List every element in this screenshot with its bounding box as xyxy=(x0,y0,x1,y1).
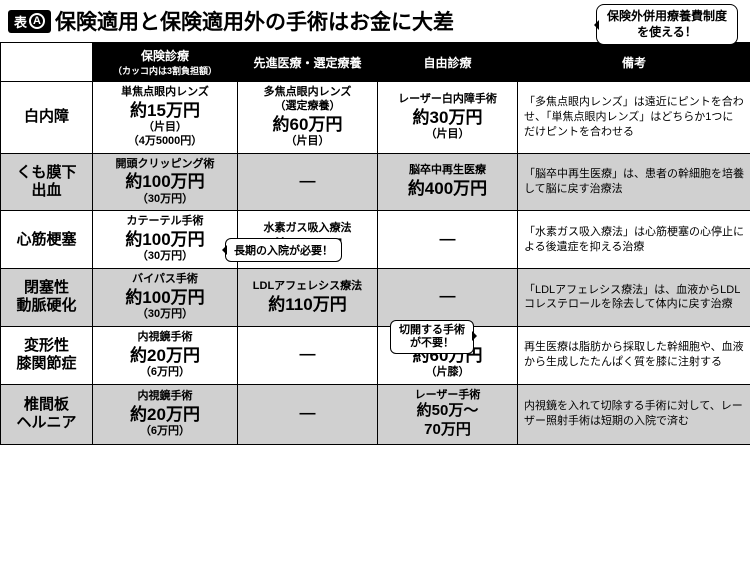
header-callout: 保険外併用療養費制度を使える！ xyxy=(596,4,738,45)
cell-note: 「水素ガス吸入療法」は心筋梗塞の心停止による後遺症を抑える治療 xyxy=(518,211,750,269)
table-header-row: 保険診療（カッコ内は3割負担額） 先進医療・選定療養 自由診療 備考 xyxy=(1,43,750,82)
cell-advanced: — xyxy=(238,384,378,444)
cell-free: — xyxy=(378,211,518,269)
cell-note: 「LDLアフェレシス療法」は、血液からLDLコレステロールを除去して体内に戻す治… xyxy=(518,269,750,327)
callout-no-incision: 切開する手術が不要！ xyxy=(390,320,474,354)
col-blank xyxy=(1,43,93,82)
cell-free: レーザー白内障手術約30万円（片目） xyxy=(378,82,518,154)
col-insured: 保険診療（カッコ内は3割負担額） xyxy=(93,43,238,82)
col-advanced: 先進医療・選定療養 xyxy=(238,43,378,82)
col-free: 自由診療 xyxy=(378,43,518,82)
cell-free: レーザー手術約50万〜70万円 xyxy=(378,384,518,444)
cell-free: — xyxy=(378,269,518,327)
row-name: 心筋梗塞 xyxy=(1,211,93,269)
table-row: 変形性膝関節症 内視鏡手術約20万円（6万円） — 再生医療約60万円（片膝） … xyxy=(1,326,750,384)
cell-note: 内視鏡を入れて切除する手術に対して、レーザー照射手術は短期の入院で済む xyxy=(518,384,750,444)
cell-insured: 内視鏡手術約20万円（6万円） xyxy=(93,384,238,444)
comparison-table: 保険診療（カッコ内は3割負担額） 先進医療・選定療養 自由診療 備考 白内障 単… xyxy=(0,42,750,445)
table-row: 白内障 単焦点眼内レンズ約15万円（片目）（4万5000円） 多焦点眼内レンズ（… xyxy=(1,82,750,154)
cell-insured: カテーテル手術約100万円（30万円） xyxy=(93,211,238,269)
cell-advanced: 多焦点眼内レンズ（選定療養）約60万円（片目） xyxy=(238,82,378,154)
page-title: 保険適用と保険適用外の手術はお金に大差 xyxy=(55,6,454,36)
row-name: 白内障 xyxy=(1,82,93,154)
cell-insured: バイパス手術約100万円（30万円） xyxy=(93,269,238,327)
table-row: くも膜下出血 開頭クリッピング術約100万円（30万円） — 脳卒中再生医療約4… xyxy=(1,153,750,211)
cell-insured: 単焦点眼内レンズ約15万円（片目）（4万5000円） xyxy=(93,82,238,154)
row-name: 閉塞性動脈硬化 xyxy=(1,269,93,327)
table-row: 閉塞性動脈硬化 バイパス手術約100万円（30万円） LDLアフェレシス療法約1… xyxy=(1,269,750,327)
cell-insured: 開頭クリッピング術約100万円（30万円） xyxy=(93,153,238,211)
cell-note: 「脳卒中再生医療」は、患者の幹細胞を培養して脳に戻す治療法 xyxy=(518,153,750,211)
cell-advanced: — xyxy=(238,153,378,211)
cell-free: 脳卒中再生医療約400万円 xyxy=(378,153,518,211)
cell-insured: 内視鏡手術約20万円（6万円） xyxy=(93,326,238,384)
callout-hospitalization: 長期の入院が必要！ xyxy=(225,238,342,262)
row-name: 椎間板ヘルニア xyxy=(1,384,93,444)
row-name: 変形性膝関節症 xyxy=(1,326,93,384)
cell-note: 再生医療は脂肪から採取した幹細胞や、血液から生成したたんぱく質を膝に注射する xyxy=(518,326,750,384)
table-badge: 表A xyxy=(8,10,51,33)
col-note: 備考 xyxy=(518,43,750,82)
table-row: 椎間板ヘルニア 内視鏡手術約20万円（6万円） — レーザー手術約50万〜70万… xyxy=(1,384,750,444)
cell-advanced: LDLアフェレシス療法約110万円 xyxy=(238,269,378,327)
table-row: 心筋梗塞 カテーテル手術約100万円（30万円） 水素ガス吸入療法約70万円 —… xyxy=(1,211,750,269)
cell-advanced: — xyxy=(238,326,378,384)
cell-note: 「多焦点眼内レンズ」は遠近にピントを合わせ、「単焦点眼内レンズ」はどちらか1つに… xyxy=(518,82,750,154)
row-name: くも膜下出血 xyxy=(1,153,93,211)
